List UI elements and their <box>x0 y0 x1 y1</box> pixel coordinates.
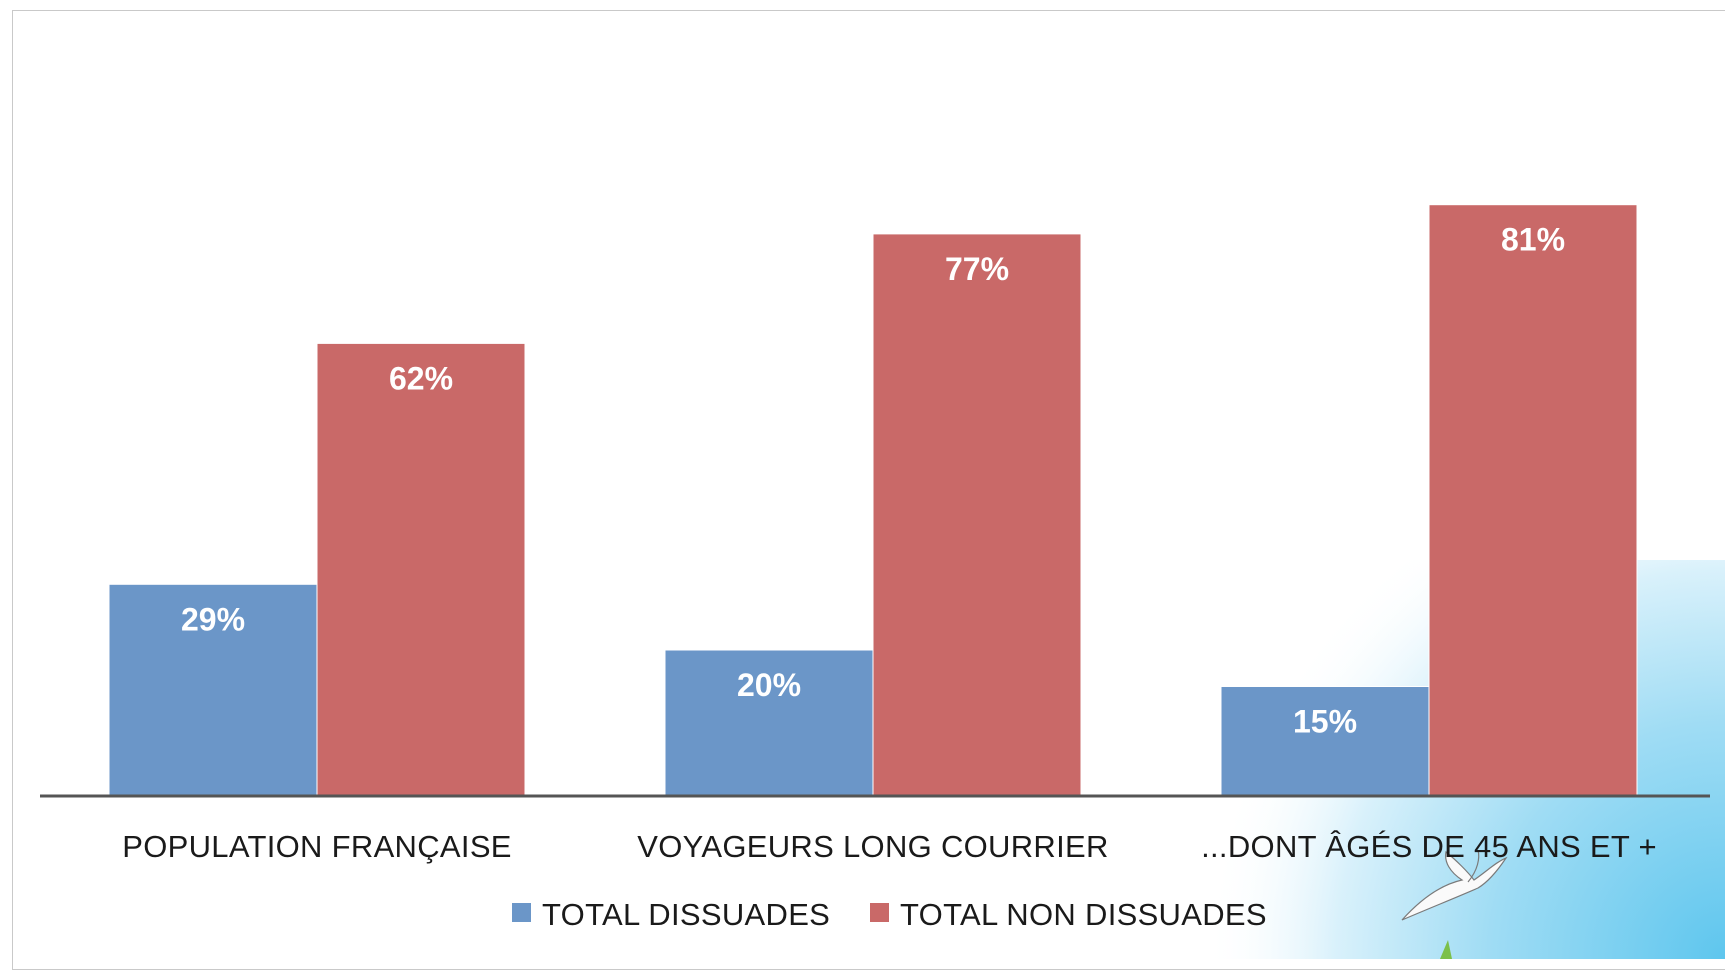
data-label: 77% <box>945 251 1009 287</box>
bar-non-dissuades-2 <box>872 233 1082 797</box>
bar-dissuades-3 <box>1220 686 1430 797</box>
seagull-icon <box>1401 849 1508 921</box>
legend-label: TOTAL DISSUADES <box>542 897 830 932</box>
bar-non-dissuades-3 <box>1428 204 1638 797</box>
legend-swatch <box>870 903 889 922</box>
category-label: POPULATION FRANÇAISE <box>122 829 512 864</box>
legend-label: TOTAL NON DISSUADES <box>900 897 1267 932</box>
data-label: 62% <box>389 360 453 396</box>
data-label: 81% <box>1501 222 1565 258</box>
data-label: 20% <box>737 667 801 703</box>
bar-non-dissuades-1 <box>316 342 526 797</box>
bar-dissuades-1 <box>108 583 318 797</box>
category-label: ...DONT ÂGÉS DE 45 ANS ET + <box>1201 829 1657 864</box>
legend: TOTAL DISSUADES TOTAL NON DISSUADES <box>512 897 1267 932</box>
data-label: 29% <box>181 601 245 637</box>
data-label: 15% <box>1293 704 1357 740</box>
category-label: VOYAGEURS LONG COURRIER <box>637 829 1108 864</box>
bar-dissuades-2 <box>664 649 874 797</box>
legend-swatch <box>512 903 531 922</box>
